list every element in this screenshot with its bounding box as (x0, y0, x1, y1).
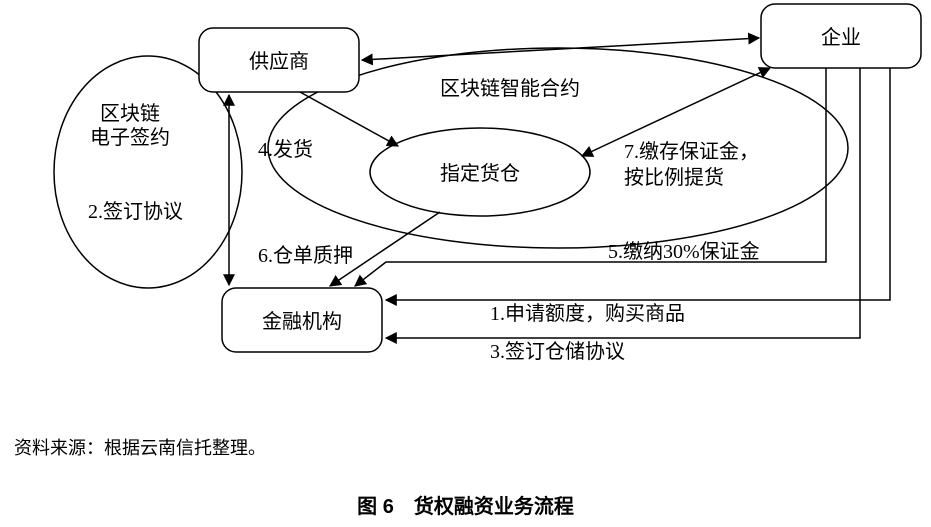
label-signing-line2: 电子签约 (90, 126, 170, 149)
edge-label-step1: 1.申请额度，购买商品 (490, 302, 685, 325)
label-signing-line1: 区块链 (100, 102, 160, 125)
edge-label-step7-line1: 7.缴存保证金， (624, 140, 759, 163)
edge-label-step2: 2.签订协议 (88, 200, 183, 223)
label-warehouse: 指定货仓 (440, 162, 520, 185)
label-enterprise: 企业 (821, 26, 861, 49)
label-financier: 金融机构 (262, 310, 342, 333)
edge-label-step4: 4.发货 (258, 138, 313, 161)
business-flow-diagram: 区块链智能合约 指定货仓 区块链 电子签约 供应商 企业 金融机构 1.申请额度… (0, 0, 931, 400)
edge-step4 (300, 92, 398, 146)
edge-label-step3: 3.签订仓储协议 (490, 340, 625, 363)
edge-label-step7-line2: 按比例提货 (624, 166, 724, 189)
edge-label-step5: 5.缴纳30%保证金 (608, 240, 760, 263)
edge-supplier-enterprise (362, 38, 759, 60)
edge-label-step6: 6.仓单质押 (258, 244, 353, 267)
caption-source: 资料来源：根据云南信托整理。 (14, 434, 266, 460)
caption-title: 图 6 货权融资业务流程 (0, 490, 931, 519)
label-smart-contract: 区块链智能合约 (440, 77, 580, 100)
label-supplier: 供应商 (249, 50, 309, 73)
